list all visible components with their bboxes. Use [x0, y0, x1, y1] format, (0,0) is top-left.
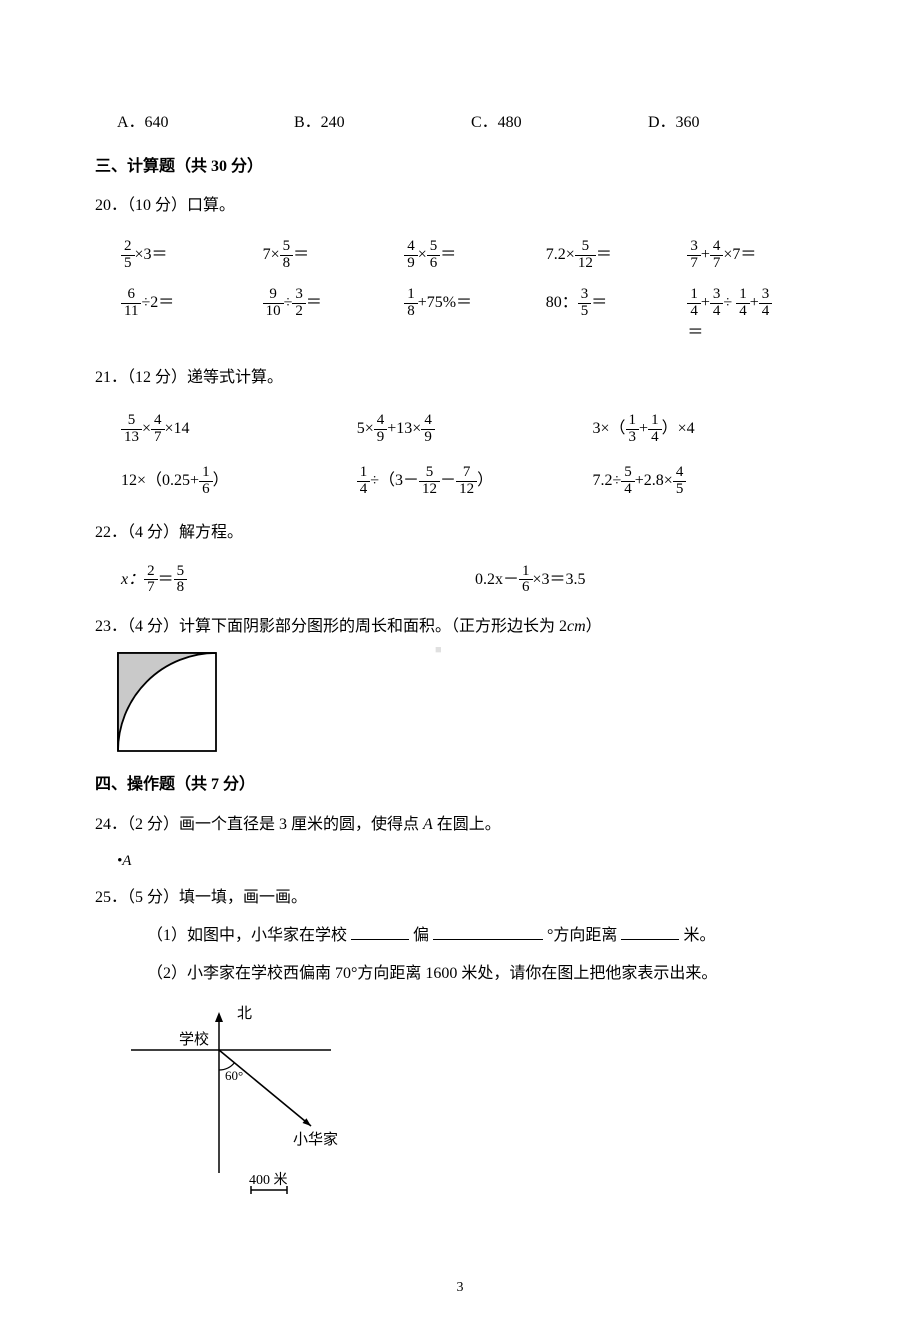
shaded-square-arc-icon [117, 652, 217, 752]
mcq-option-a: A．640 [117, 110, 294, 136]
q21-stem: 21．（12 分）递等式计算。 [95, 365, 825, 391]
mcq-option-d: D．360 [648, 110, 825, 136]
page: A．640 B．240 C．480 D．360 三、计算题（共 30 分） 20… [0, 0, 920, 1339]
q22-eq2: 0.2x－16×3＝3.5 [471, 558, 825, 603]
point-a-marker: •A [117, 849, 825, 873]
q21-grid: 513×47×14 5×49+13×49 3×（13+14）×4 12×（0.2… [117, 403, 825, 508]
q23-figure [117, 652, 825, 761]
section-4-title: 四、操作题（共 7 分） [95, 772, 825, 798]
q20-r2c1: 611÷2＝ [117, 279, 259, 353]
q21-c1: 513×47×14 [117, 403, 353, 456]
mcq-option-c: C．480 [471, 110, 648, 136]
q20-grid: 25×3＝ 7×58＝ 49×56＝ 7.2×512＝ 37+47×7＝ 611… [117, 231, 825, 354]
q20-r1c4: 7.2×512＝ [542, 231, 684, 280]
q21-c5: 14÷（3－512－712） [353, 455, 589, 508]
q22-row: x：27＝58 0.2x－16×3＝3.5 [117, 558, 825, 603]
mcq-options-row: A．640 B．240 C．480 D．360 [117, 110, 825, 136]
q20-r2c5: 14+34÷ 14+34 ＝ [683, 279, 825, 353]
q21-c2: 5×49+13×49 [353, 403, 589, 456]
page-number: 3 [95, 1277, 825, 1299]
q21-c6: 7.2÷54+2.8×45 [589, 455, 825, 508]
q21-c3: 3×（13+14）×4 [589, 403, 825, 456]
mcq-option-b: B．240 [294, 110, 471, 136]
q25-line2: （2）小李家在学校西偏南 70°方向距离 1600 米处，请你在图上把他家表示出… [147, 961, 825, 987]
svg-text:小华家: 小华家 [293, 1131, 338, 1148]
q20-r1c1: 25×3＝ [117, 231, 259, 280]
q25-stem: 25．（5 分）填一填，画一画。 [95, 885, 825, 911]
q22-stem: 22．（4 分）解方程。 [95, 520, 825, 546]
q20-r2c4: 80：35＝ [542, 279, 684, 353]
q20-stem: 20．（10 分）口算。 [95, 193, 825, 219]
direction-diagram-icon: 北学校 60° 小华家 400 米 [121, 998, 361, 1208]
svg-text:学校: 学校 [179, 1031, 209, 1048]
q20-r1c5: 37+47×7＝ [683, 231, 825, 280]
q25-diagram: 北学校 60° 小华家 400 米 [121, 998, 825, 1217]
q20-r2c2: 910÷32＝ [259, 279, 401, 353]
q23-stem: 23．（4 分）计算下面阴影部分图形的周长和面积。（正方形边长为 2cm） ■ [95, 614, 825, 640]
faint-mark-icon: ■ [435, 642, 442, 660]
q21-c4: 12×（0.25+16） [117, 455, 353, 508]
q20-r1c3: 49×56＝ [400, 231, 542, 280]
svg-text:60°: 60° [225, 1068, 243, 1083]
q25-line1: （1）如图中，小华家在学校 偏 °方向距离 米。 [147, 923, 825, 949]
svg-text:北: 北 [237, 1005, 252, 1022]
q22-eq1: x：27＝58 [117, 558, 471, 603]
q20-r2c3: 18+75%＝ [400, 279, 542, 353]
svg-text:400 米: 400 米 [249, 1172, 288, 1188]
q20-r1c2: 7×58＝ [259, 231, 401, 280]
q24-stem: 24．（2 分）画一个直径是 3 厘米的圆，使得点 A 在圆上。 [95, 812, 825, 838]
section-3-title: 三、计算题（共 30 分） [95, 154, 825, 180]
